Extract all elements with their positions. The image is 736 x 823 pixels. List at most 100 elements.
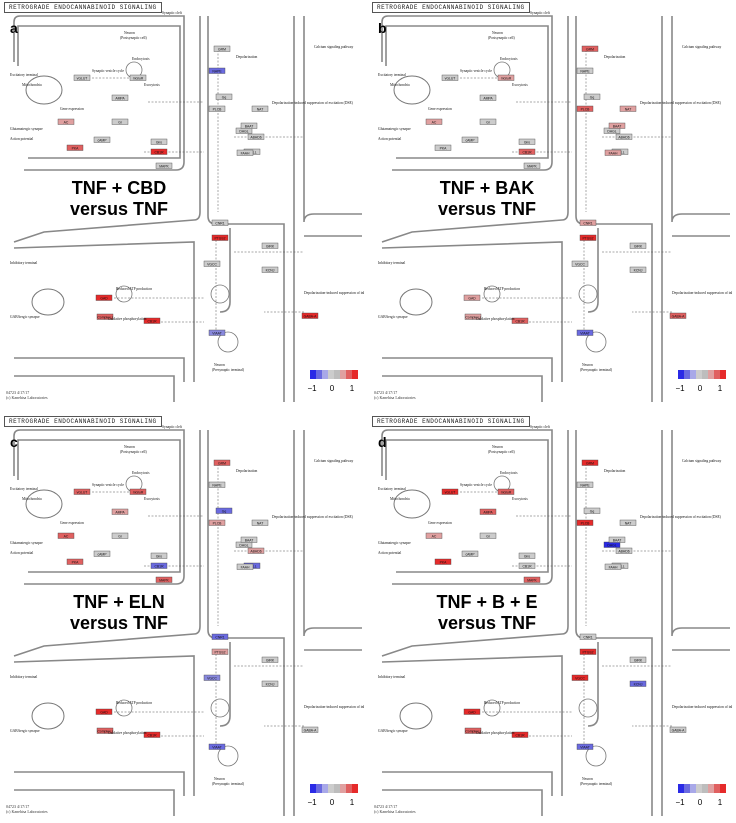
scale-swatch-3: [328, 370, 334, 379]
gene-label-24: VIAAT: [212, 331, 222, 335]
label-dsi-excitation: Depolarization-induced suppression of ex…: [272, 101, 354, 105]
gene-box-3: [576, 519, 594, 526]
gene-label-20: PTGS2: [214, 650, 225, 654]
gene-label-3: PLCB: [213, 107, 223, 111]
label-gene-expression: Gene expression: [60, 107, 84, 111]
label-glutamatergic: Glutamatergic synapse: [378, 127, 411, 131]
gene-box-7: [581, 45, 599, 52]
label-gene-expression: Gene expression: [428, 107, 452, 111]
gene-label-11: PKA: [72, 560, 80, 564]
scale-swatch-0: [678, 370, 684, 379]
label-calcium-pathway: Calcium signaling pathway: [314, 459, 354, 463]
gene-box-24: [208, 329, 226, 336]
gene-label-29: cAMP: [97, 552, 107, 556]
gene-box-20: [579, 648, 597, 655]
label-gabaergic: GABAergic synapse: [378, 729, 408, 733]
comparison-title-line2: versus TNF: [437, 199, 537, 219]
scale-swatch-3: [328, 784, 334, 793]
color-scale: −1 0 1: [675, 784, 726, 807]
gene-label-10: AC: [432, 534, 437, 538]
scale-swatch-5: [340, 784, 346, 793]
label-neuron-pre: Neuron: [214, 363, 225, 367]
gene-label-26: CB1R: [147, 733, 157, 737]
gene-box-17: [251, 519, 269, 526]
label-reduced-atp: Reduced ATP production: [116, 287, 152, 291]
gene-box-17: [619, 519, 637, 526]
gene-box-29: [93, 550, 111, 557]
label-mitochondria: Mitochondria: [22, 83, 42, 87]
gene-label-2: Gq: [222, 509, 227, 513]
gene-box-0: [73, 488, 91, 495]
scale-swatch-1: [316, 370, 322, 379]
scale-label-2: 1: [718, 384, 723, 393]
gene-label-11: PKA: [440, 146, 448, 150]
gene-box-13: [579, 633, 597, 640]
gene-box-14: [629, 242, 647, 249]
label-mitochondria: Mitochondria: [390, 83, 410, 87]
gene-label-21: FAAH: [609, 151, 618, 155]
panel-letter: a: [10, 20, 18, 36]
gene-box-12: [523, 162, 541, 169]
scale-swatch-1: [684, 784, 690, 793]
gene-box-23: [463, 294, 481, 301]
gene-label-26: CB1R: [147, 319, 157, 323]
gene-label-9: Gi/o: [156, 140, 162, 144]
scale-swatch-6: [714, 370, 720, 379]
panel-letter: d: [378, 434, 387, 450]
label-synaptic-vesicle-cycle: Synaptic vesicle cycle: [460, 69, 492, 73]
label-depolarization: Depolarization: [604, 469, 626, 473]
gene-box-2: [583, 93, 601, 100]
label-neuron-post: Neuron: [492, 31, 503, 35]
gene-box-24: [576, 329, 594, 336]
gene-label-25: Complex I: [97, 729, 112, 733]
gene-label-5: DAGL: [239, 129, 248, 133]
footer-copyright: (c) Kanehisa Laboratories: [6, 395, 48, 400]
label-endocytosis: Endocytosis: [500, 57, 518, 61]
gene-box-17: [619, 105, 637, 112]
panel-a: vGLUT mGluR Gq PLCB NAPE DAGL AMPA GRM CB1R Gi/o A…: [4, 2, 364, 407]
gene-label-12: MAPK: [527, 164, 537, 168]
gene-box-1: [497, 488, 515, 495]
gene-box-11: [434, 144, 452, 151]
gene-box-8: [150, 562, 168, 569]
gene-box-2: [215, 507, 233, 514]
scale-label-1: 0: [698, 384, 703, 393]
gene-box-27: [608, 536, 626, 543]
gene-box-10: [425, 118, 443, 125]
comparison-title-line2: versus TNF: [437, 613, 537, 633]
map-footer: 04723 4/17/17 (c) Kanehisa Laboratories: [374, 390, 416, 400]
gene-label-6: AMPA: [115, 96, 125, 100]
gene-label-6: AMPA: [483, 96, 493, 100]
gene-label-16: VGCC: [207, 676, 217, 680]
gene-box-0: [441, 74, 459, 81]
gene-label-28: Gi: [486, 120, 490, 124]
comparison-title-line1: TNF + B + E: [436, 592, 538, 612]
comparison-title-line1: TNF + BAK: [439, 178, 535, 198]
gene-box-4: [208, 67, 226, 74]
gene-box-8: [518, 562, 536, 569]
gene-label-17: NAT: [257, 107, 264, 111]
map-footer: 04723 4/17/17 (c) Kanehisa Laboratories: [6, 804, 48, 814]
gene-box-28: [111, 532, 129, 539]
gene-label-15: KCNJ: [266, 682, 275, 686]
gene-label-13: CNR1: [583, 221, 592, 225]
gene-box-1: [497, 74, 515, 81]
gene-box-23: [95, 708, 113, 715]
gene-label-4: NAPE: [580, 69, 590, 73]
scale-label-1: 0: [330, 384, 335, 393]
gene-box-20: [211, 648, 229, 655]
gene-box-12: [523, 576, 541, 583]
gene-label-12: MAPK: [527, 578, 537, 582]
gene-box-0: [73, 74, 91, 81]
gene-label-27: BAAT: [245, 538, 254, 542]
label-oxidative: Oxidative phosphorylation: [108, 317, 147, 321]
label-dsi-excitation: Depolarization-induced suppression of ex…: [640, 515, 722, 519]
panel-b: vGLUT mGluR Gq PLCB NAPE DAGL AMPA GRM CB1R Gi/o A…: [372, 2, 732, 407]
scale-label-1: 0: [698, 798, 703, 807]
gene-box-7: [213, 459, 231, 466]
label-depolarization: Depolarization: [236, 55, 258, 59]
scale-swatch-2: [322, 784, 328, 793]
scale-swatch-5: [708, 370, 714, 379]
gene-label-28: Gi: [118, 534, 122, 538]
label-dsi-inhibition: Depolarization-induced suppression of in…: [672, 291, 732, 295]
